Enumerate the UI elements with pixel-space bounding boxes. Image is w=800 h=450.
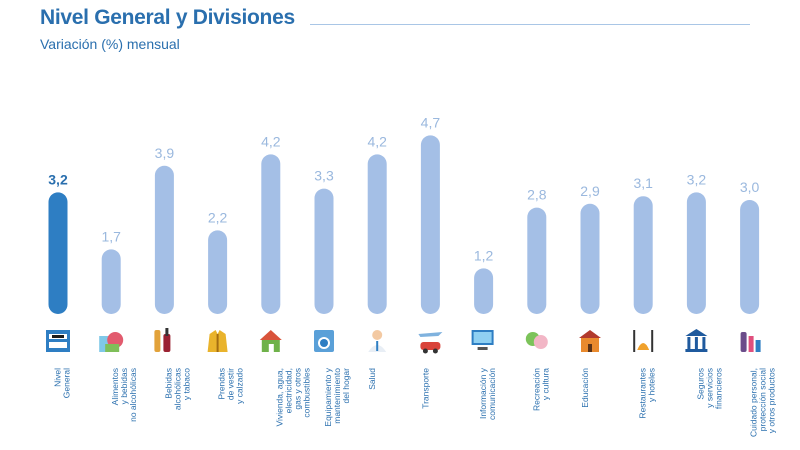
- data-label-1: 1,7: [101, 228, 121, 244]
- data-label-2: 3,9: [155, 145, 175, 161]
- category-label-8: Información ycomunicación: [478, 367, 497, 420]
- washing-machine-icon: [314, 330, 334, 352]
- bar-0: [48, 192, 68, 314]
- computer-icon: [471, 330, 494, 350]
- chart-subtitle: Variación (%) mensual: [40, 36, 180, 52]
- category-label-10: Educación: [580, 368, 590, 408]
- category-label-4: Vivienda, agua,electricidad,gas y otrosc…: [274, 368, 311, 426]
- category-label-5: Equipamiento ymantenimientodel hogar: [323, 367, 351, 426]
- category-label-6: Salud: [367, 368, 377, 390]
- category-label-3: Prendasde vestiry calzado: [217, 368, 245, 404]
- data-label-9: 2,8: [527, 187, 547, 203]
- chart-title: Nivel General y Divisiones: [40, 6, 295, 29]
- masks-icon: [525, 332, 548, 349]
- bar-11: [633, 196, 653, 314]
- bank-icon: [685, 329, 708, 352]
- category-label-9: Recreacióny cultura: [531, 368, 550, 411]
- category-label-1: Alimentosy bebidasno alcohólicas: [110, 368, 138, 422]
- data-label-6: 4,2: [367, 133, 387, 149]
- category-label-13: Cuidado personal,protección socialy otro…: [749, 368, 777, 437]
- data-label-8: 1,2: [474, 247, 494, 263]
- data-label-4: 4,2: [261, 133, 281, 149]
- bar-12: [686, 192, 706, 314]
- category-label-11: Restaurantesy hoteles: [638, 368, 657, 419]
- doctor-icon: [368, 330, 387, 352]
- data-label-13: 3,0: [740, 179, 760, 195]
- data-label-12: 3,2: [687, 171, 707, 187]
- bar-1: [101, 249, 121, 314]
- bar-5: [314, 188, 334, 314]
- jacket-icon: [207, 330, 228, 352]
- bar-9: [527, 207, 547, 314]
- bar-10: [580, 203, 600, 314]
- category-label-12: Segurosy serviciosfinancieros: [695, 368, 723, 409]
- house-icon: [259, 330, 282, 352]
- school-icon: [579, 330, 601, 352]
- category-label-0: NivelGeneral: [53, 368, 72, 398]
- bar-2: [154, 165, 174, 314]
- bottles-icon: [154, 328, 171, 352]
- category-label-7: Transporte: [420, 368, 430, 409]
- data-label-5: 3,3: [314, 168, 334, 184]
- bar-3: [208, 230, 228, 314]
- food-icon: [99, 332, 124, 352]
- bar-6: [367, 154, 387, 314]
- bar-7: [420, 135, 440, 314]
- ipc-logo-icon: [46, 330, 70, 352]
- cutlery-icon: [633, 330, 654, 352]
- bar-4: [261, 154, 281, 314]
- category-label-2: Bebidasalcohólicasy tabaco: [163, 368, 191, 410]
- data-label-10: 2,9: [580, 183, 600, 199]
- data-label-0: 3,2: [48, 171, 68, 187]
- data-label-11: 3,1: [633, 175, 653, 191]
- car-plane-icon: [418, 332, 443, 354]
- data-label-3: 2,2: [208, 209, 228, 225]
- data-label-7: 4,7: [421, 114, 441, 130]
- cosmetics-icon: [740, 332, 761, 352]
- bar-13: [740, 200, 760, 314]
- header-divider: [310, 24, 750, 25]
- bar-8: [474, 268, 494, 314]
